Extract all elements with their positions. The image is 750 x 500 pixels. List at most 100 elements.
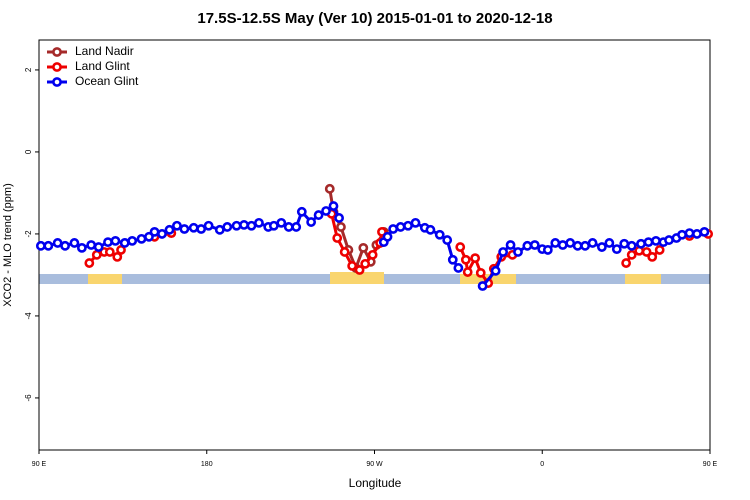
data-point (86, 240, 97, 250)
data-point (164, 224, 175, 235)
data-point (377, 226, 387, 237)
data-point (636, 238, 646, 249)
data-point (157, 229, 167, 239)
data-point (60, 240, 70, 251)
x-tick-label: 90 E (32, 461, 47, 468)
land-patch (625, 274, 661, 284)
data-point (654, 245, 665, 255)
data-point (127, 235, 138, 246)
data-point (505, 240, 516, 250)
data-point (69, 238, 80, 248)
data-point (283, 222, 294, 232)
data-point (321, 206, 331, 216)
data-point (643, 237, 654, 248)
data-point (460, 254, 471, 265)
legend-marker (52, 62, 62, 72)
data-point (626, 249, 637, 260)
data-point (522, 240, 533, 251)
y-tick-label: -6 (24, 394, 33, 402)
data-point (529, 240, 540, 250)
data-point (410, 217, 421, 228)
data-point (239, 220, 249, 230)
data-point (196, 224, 207, 234)
data-point (358, 242, 369, 253)
data-point (498, 247, 509, 257)
data-point (550, 238, 561, 248)
data-point (619, 238, 630, 249)
data-point (347, 261, 358, 271)
data-point (462, 267, 473, 277)
chart-title: 17.5S-12.5S May (Ver 10) 2015-01-01 to 2… (197, 10, 552, 27)
data-point (664, 235, 674, 245)
data-point (604, 238, 615, 248)
data-point (651, 235, 661, 246)
data-point (246, 220, 257, 231)
data-point (136, 233, 147, 244)
data-point (339, 247, 350, 257)
data-point (84, 258, 95, 268)
data-point (434, 229, 445, 240)
legend-label: Land Glint (75, 59, 130, 73)
data-point (91, 249, 102, 260)
land-patch (330, 272, 384, 284)
data-point (565, 238, 576, 248)
data-point (103, 237, 113, 248)
data-point (587, 238, 598, 248)
data-point (214, 224, 225, 235)
legend-label: Ocean Glint (75, 74, 139, 88)
y-tick-label: -4 (24, 312, 33, 320)
legend-label: Land Nadir (75, 44, 134, 58)
data-point (677, 229, 687, 240)
data-point (144, 231, 154, 242)
data-point (572, 240, 583, 251)
data-point (699, 226, 710, 237)
data-point (254, 217, 264, 228)
x-tick-label: 90 E (703, 461, 718, 468)
data-point (477, 281, 488, 291)
data-point (382, 231, 393, 242)
data-point (52, 238, 63, 248)
data-point (513, 247, 523, 257)
data-point (354, 265, 365, 275)
data-point (328, 201, 339, 211)
data-point (388, 224, 399, 234)
data-point (179, 224, 190, 234)
y-tick-label: 0 (24, 149, 33, 154)
data-point (276, 217, 287, 228)
y-tick-label: 2 (24, 67, 33, 72)
data-point (453, 263, 464, 273)
data-point (116, 245, 126, 255)
data-point (43, 240, 54, 251)
data-point (641, 247, 652, 257)
data-point (442, 235, 453, 245)
data-point (395, 222, 406, 232)
data-point (425, 224, 436, 235)
data-point (149, 226, 160, 237)
data-point (112, 251, 123, 262)
data-point (172, 220, 182, 231)
data-point (76, 242, 87, 253)
data-point (188, 222, 199, 233)
data-point (542, 245, 553, 255)
data-point (104, 247, 115, 257)
x-tick-label: 90 W (366, 461, 383, 468)
data-point (596, 242, 607, 252)
data-point (119, 238, 130, 248)
data-point (557, 240, 568, 250)
x-tick-label: 0 (540, 461, 544, 468)
series (35, 201, 710, 291)
data-point (291, 222, 302, 232)
data-point (580, 240, 591, 251)
x-tick-label: 180 (201, 461, 213, 468)
data-point (93, 242, 104, 252)
land-patch (88, 274, 122, 284)
data-point (334, 213, 344, 223)
legend-marker (52, 47, 62, 57)
x-axis-label: Longitude (349, 476, 402, 490)
data-point (110, 235, 121, 246)
y-axis-label: XCO2 - MLO trend (ppm) (2, 183, 14, 306)
data-point (306, 217, 317, 227)
data-point (222, 222, 233, 232)
